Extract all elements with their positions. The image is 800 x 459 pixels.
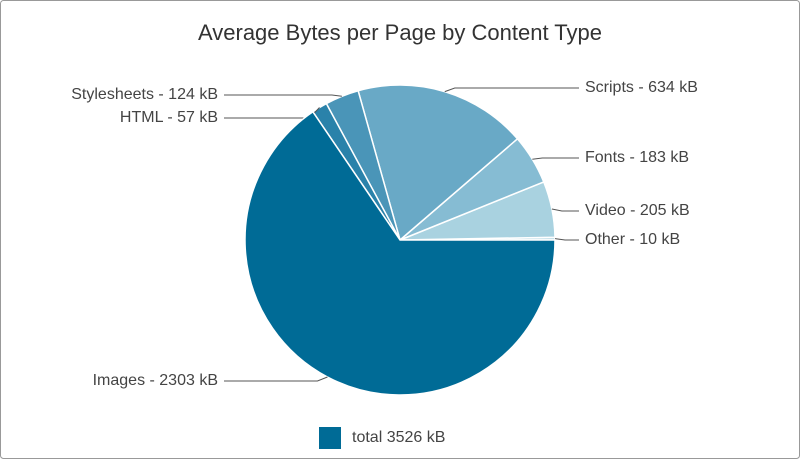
slice-label: HTML - 57 kB [120, 109, 218, 126]
chart-title: Average Bytes per Page by Content Type [198, 20, 602, 45]
slice-label: Video - 205 kB [585, 202, 690, 219]
slice-label: Stylesheets - 124 kB [71, 86, 218, 103]
slice-label: Images - 2303 kB [93, 372, 218, 389]
slice-label: Scripts - 634 kB [585, 79, 698, 96]
leader-line [224, 376, 328, 382]
leader-line [532, 157, 579, 160]
legend-swatch [319, 427, 341, 449]
leader-line [554, 238, 579, 241]
leader-line [444, 87, 579, 93]
leader-line [224, 94, 342, 97]
pie-slice [357, 84, 519, 242]
leader-line [551, 208, 579, 212]
slice-label: Other - 10 kB [585, 231, 680, 248]
slice-label: Fonts - 183 kB [585, 149, 689, 166]
legend-label: total 3526 kB [352, 429, 445, 446]
